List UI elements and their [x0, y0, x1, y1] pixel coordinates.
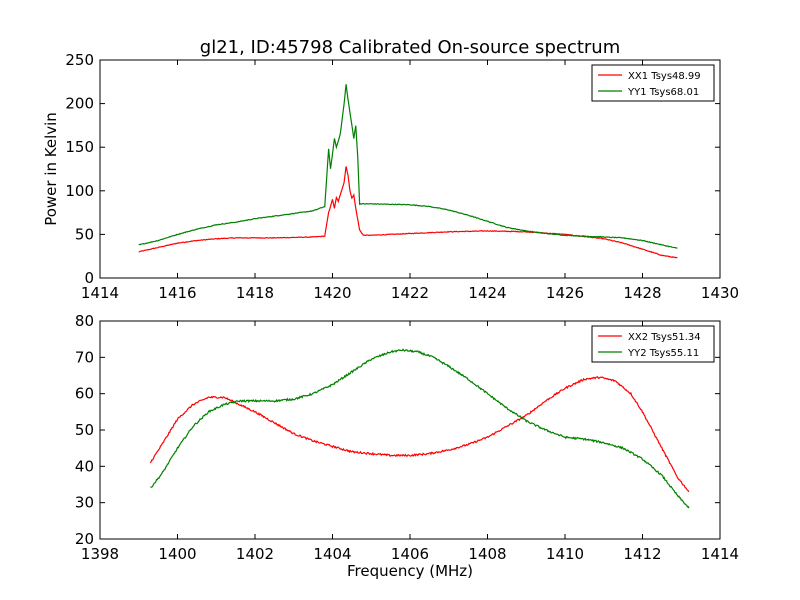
top-panel: 1414 1416 1418 1420 1422 1424 1426 1428 1430 0 50 1… — [42, 51, 739, 302]
x-tick-label: 1404 — [313, 545, 351, 563]
legend-label: XX1 Tsys48.99 — [628, 71, 701, 82]
x-tick-label: 1410 — [546, 545, 584, 563]
y-tick-label: 20 — [75, 530, 94, 548]
x-tick-label: 1406 — [391, 545, 429, 563]
x-tick-label: 1426 — [546, 284, 584, 302]
legend: XX1 Tsys48.99 YY1 Tsys68.01 — [591, 64, 715, 102]
series-line-yy — [138, 84, 678, 249]
legend-label: XX2 Tsys51.34 — [628, 332, 701, 343]
series-line-xx — [138, 166, 678, 259]
y-tick-label: 50 — [75, 421, 94, 439]
y-tick-label: 60 — [75, 385, 94, 403]
x-tick-label: 1422 — [391, 284, 429, 302]
legend: XX2 Tsys51.34 YY2 Tsys55.11 — [591, 325, 715, 363]
x-tick-label: 1420 — [313, 284, 351, 302]
x-tick-label: 1416 — [158, 284, 196, 302]
x-tick-label: 1418 — [236, 284, 274, 302]
x-tick-label: 1412 — [623, 545, 661, 563]
x-tick-label: 1424 — [468, 284, 506, 302]
x-tick-label: 1398 — [81, 545, 119, 563]
x-tick-label: 1414 — [701, 545, 739, 563]
x-tick-label: 1414 — [81, 284, 119, 302]
y-tick-label: 30 — [75, 494, 94, 512]
legend-box — [591, 325, 715, 363]
x-tick-label: 1402 — [236, 545, 274, 563]
y-tick-label: 0 — [84, 269, 94, 287]
y-tick-label: 40 — [75, 457, 94, 475]
y-tick-label: 50 — [75, 225, 94, 243]
y-tick-label: 150 — [65, 138, 94, 156]
y-axis-title: Power in Kelvin — [42, 112, 60, 226]
bottom-panel: 1398 1400 1402 1404 1406 1408 1410 1412 1414 20 30… — [75, 312, 739, 580]
series-line-yy — [150, 348, 690, 509]
series-line-xx — [149, 375, 690, 493]
y-tick-label: 80 — [75, 312, 94, 330]
legend-label: YY2 Tsys55.11 — [627, 348, 699, 359]
x-tick-label: 1430 — [701, 284, 739, 302]
x-tick-label: 1408 — [468, 545, 506, 563]
y-tick-label: 100 — [65, 182, 94, 200]
y-tick-label: 70 — [75, 348, 94, 366]
x-axis-title: Frequency (MHz) — [347, 562, 473, 580]
figure-title: gl21, ID:45798 Calibrated On-source spec… — [200, 37, 620, 58]
legend-label: YY1 Tsys68.01 — [627, 87, 699, 98]
x-tick-label: 1428 — [623, 284, 661, 302]
legend-box — [591, 64, 715, 102]
y-tick-label: 200 — [65, 95, 94, 113]
y-tick-label: 250 — [65, 51, 94, 69]
x-tick-label: 1400 — [158, 545, 196, 563]
